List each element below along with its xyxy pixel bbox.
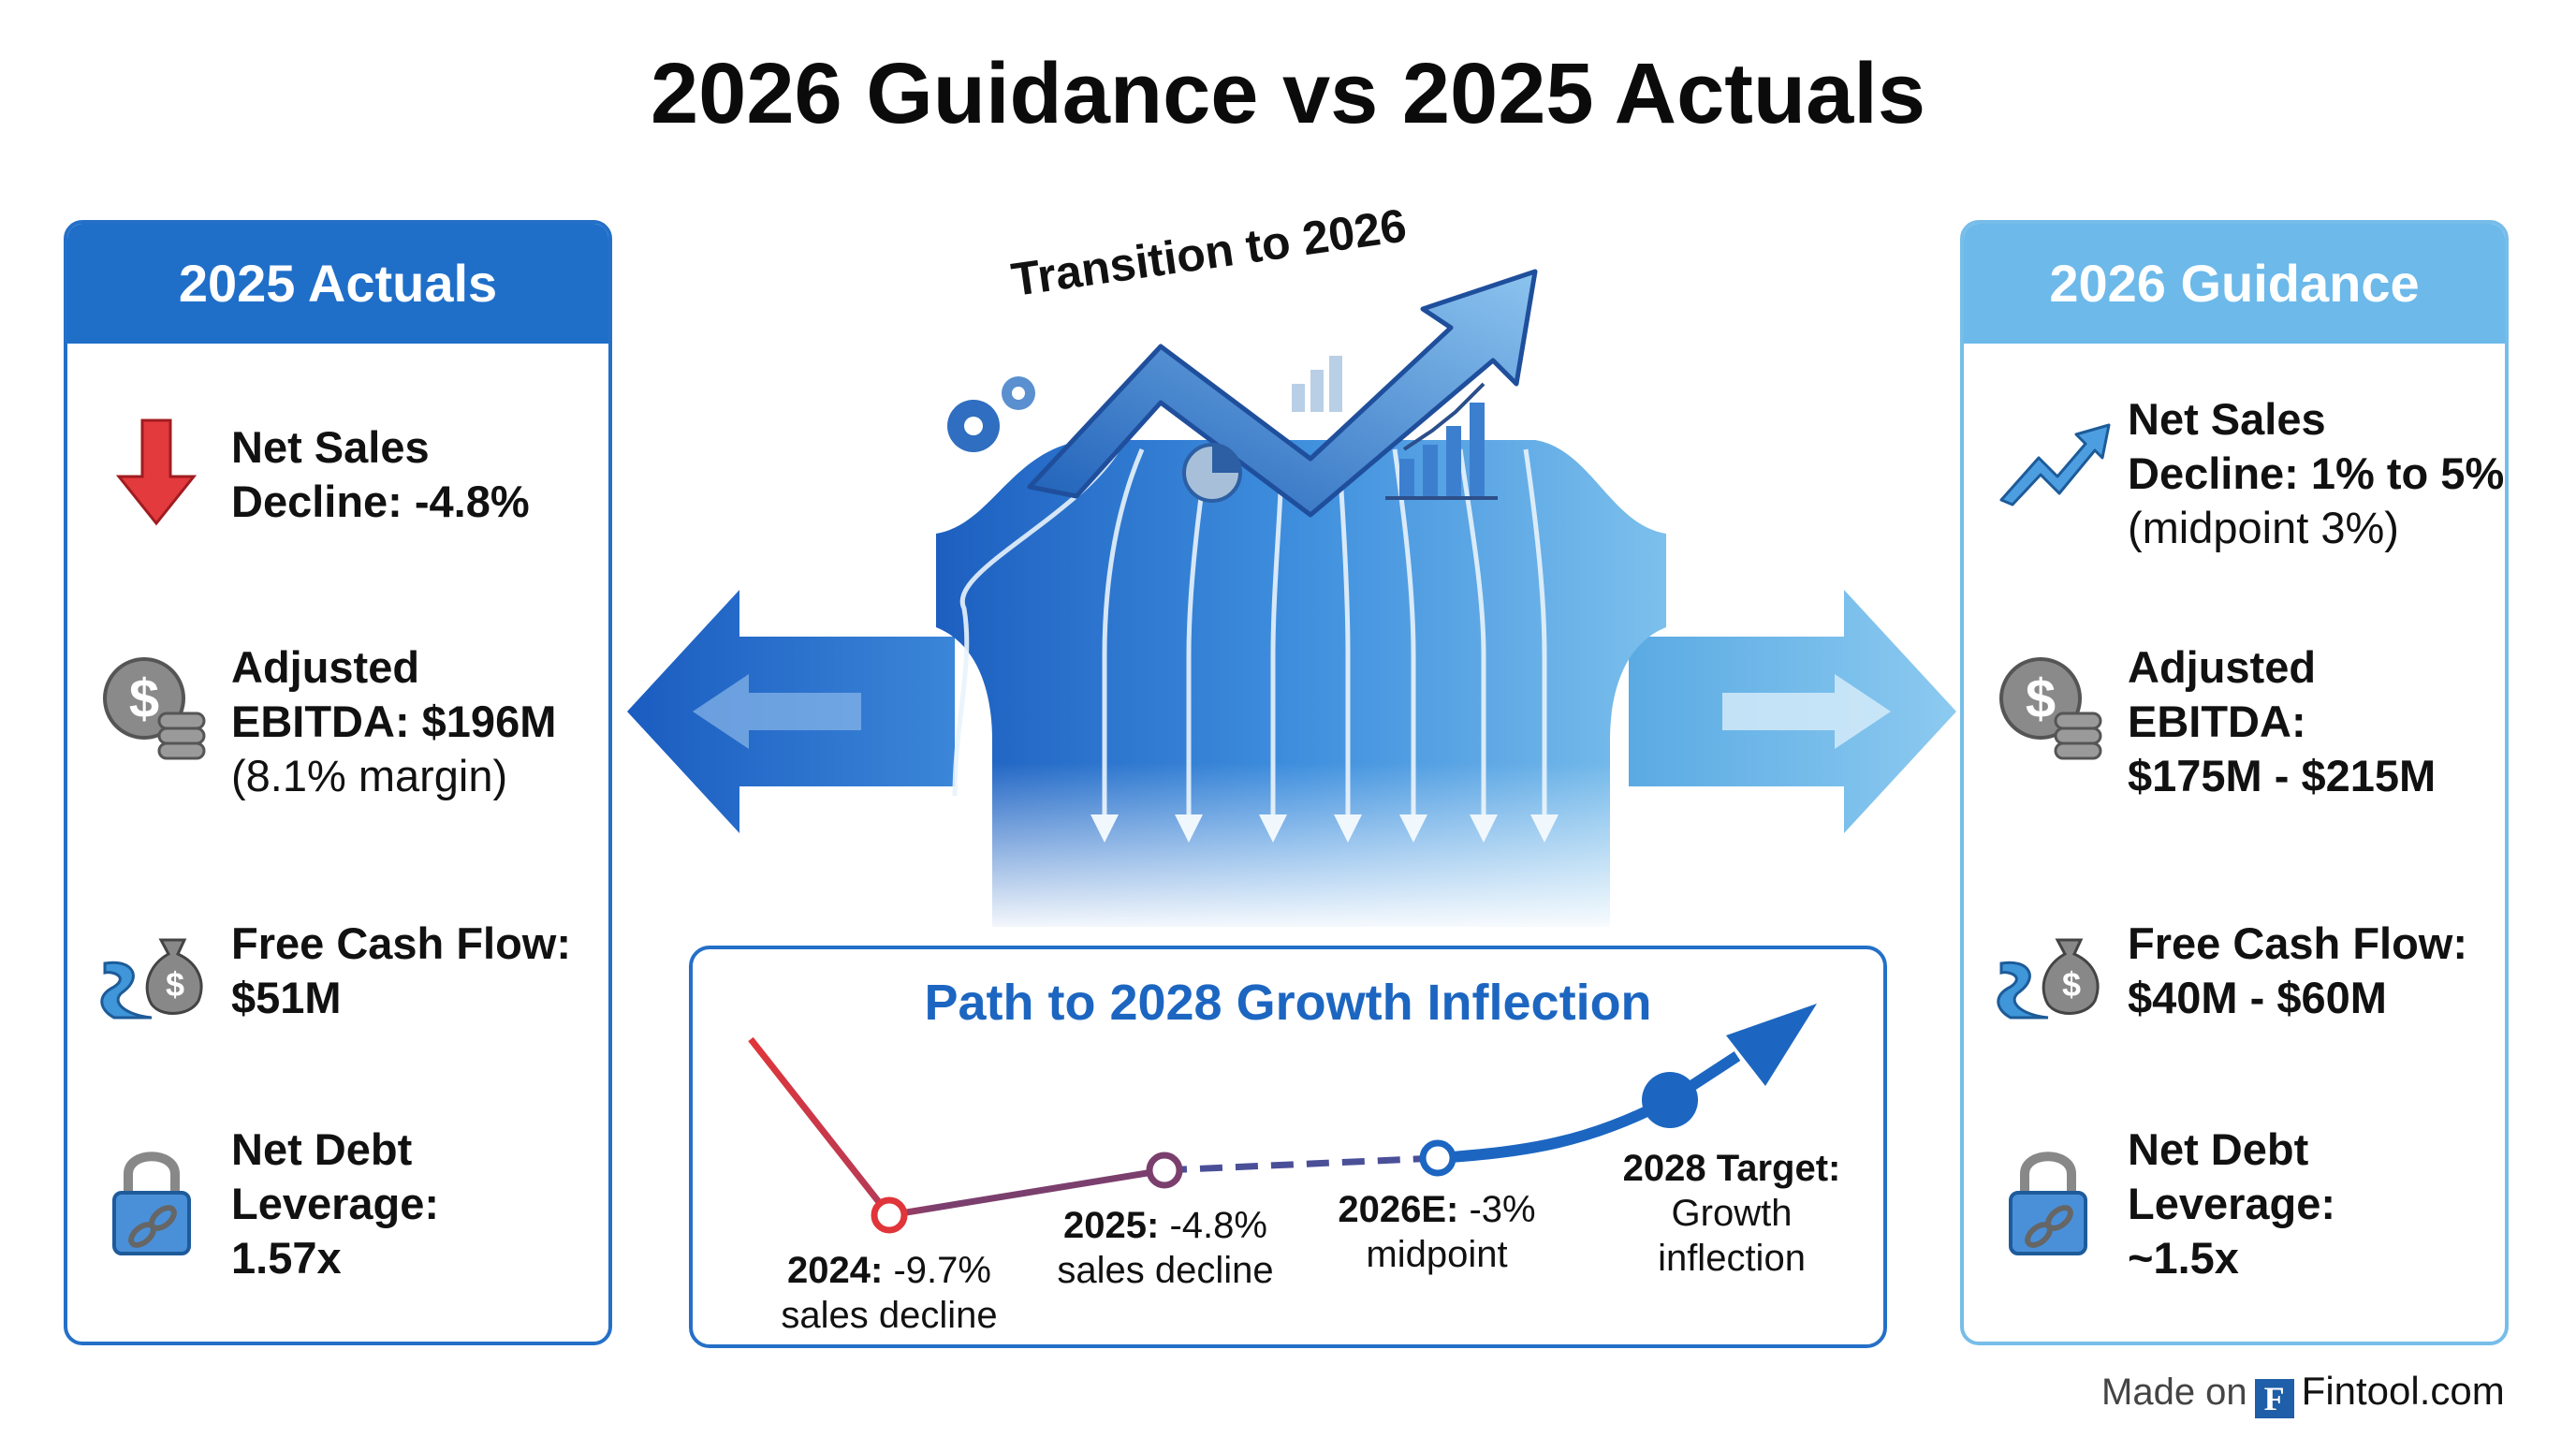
item-line: EBITDA: — [2128, 697, 2306, 746]
footer-credit[interactable]: Made on F Fintool.com — [2101, 1369, 2505, 1418]
guidance-panel: 2026 Guidance Net Sales Decline: 1% to 5… — [1960, 220, 2509, 1345]
pt-desc: midpoint — [1366, 1234, 1508, 1275]
pt-year: 2025: — [1063, 1205, 1160, 1246]
item-line: Net Debt — [2128, 1124, 2309, 1174]
pt-desc: sales decline — [1057, 1250, 1274, 1291]
pt-value: -4.8% — [1159, 1205, 1267, 1246]
point-label-2026: 2026E: -3% midpoint — [1306, 1187, 1568, 1277]
svg-text:$: $ — [166, 965, 184, 1004]
item-line: EBITDA: $196M — [231, 697, 557, 746]
pt-value: -3% — [1458, 1189, 1536, 1230]
item-line: $175M - $215M — [2128, 751, 2437, 800]
pt-desc: sales decline — [781, 1295, 998, 1336]
path-title: Path to 2028 Growth Inflection — [924, 975, 1652, 1031]
padlock-chain-icon — [2009, 1152, 2087, 1255]
transition-graphic — [627, 269, 1956, 936]
path-panel — [689, 946, 1887, 1348]
pt-year: 2028 Target: — [1622, 1148, 1841, 1189]
path-line-graphic — [748, 1004, 1817, 1234]
actuals-header: 2025 Actuals — [67, 224, 608, 344]
item-line: Adjusted — [231, 642, 420, 692]
page-title: 2026 Guidance vs 2025 Actuals — [650, 46, 1926, 141]
pt-year: 2024: — [787, 1250, 884, 1291]
right-arrow-icon — [1629, 590, 1956, 833]
item-line: Leverage: — [2128, 1179, 2336, 1228]
guidance-header: 2026 Guidance — [1964, 224, 2505, 344]
point-label-2028: 2028 Target: Growth inflection — [1591, 1146, 1872, 1281]
point-2028 — [1642, 1072, 1698, 1128]
point-2026 — [1419, 1139, 1456, 1177]
item-line: Net Debt — [231, 1124, 413, 1174]
path-arrowhead — [1726, 1004, 1817, 1086]
made-on-text: Made on — [2101, 1372, 2247, 1413]
dollar-coins-icon: $ — [1999, 657, 2102, 760]
item-line: Free Cash Flow: — [231, 918, 572, 968]
svg-text:$: $ — [129, 668, 159, 729]
pt-desc: inflection — [1658, 1238, 1806, 1279]
item-line: Leverage: — [231, 1179, 440, 1228]
pie-chart-icon — [1182, 443, 1242, 503]
up-trend-arrow-icon — [1999, 423, 2111, 506]
item-line: ~1.5x — [2128, 1233, 2239, 1283]
item-line: Net Sales — [2128, 394, 2326, 444]
left-arrow-icon — [627, 590, 955, 833]
item-line: Decline: 1% to 5% — [2128, 448, 2505, 498]
item-line: 1.57x — [231, 1233, 342, 1283]
svg-text:$: $ — [2026, 668, 2056, 729]
down-arrow-icon — [115, 418, 198, 526]
item-line: Adjusted — [2128, 642, 2317, 692]
small-bars-icon — [1292, 356, 1342, 412]
item-line: (midpoint 3%) — [2128, 503, 2399, 552]
padlock-chain-icon — [112, 1152, 191, 1255]
dollar-coins-icon: $ — [103, 657, 206, 760]
fintool-logo-icon: F — [2254, 1379, 2294, 1418]
point-2025 — [1146, 1152, 1183, 1189]
path-segment-blue — [1437, 1094, 1673, 1164]
pt-year: 2026E: — [1338, 1189, 1459, 1230]
svg-text:$: $ — [2062, 965, 2081, 1004]
pt-desc: Growth — [1671, 1193, 1793, 1234]
path-segment-dashed — [1164, 1154, 1439, 1174]
path-segment-red — [748, 1036, 1165, 1219]
item-line: Decline: -4.8% — [231, 477, 530, 526]
pt-value: -9.7% — [883, 1250, 991, 1291]
river-money-bag-icon: $ — [1997, 938, 2100, 1020]
item-line: $51M — [231, 973, 342, 1022]
point-label-2025: 2025: -4.8% sales decline — [1034, 1203, 1296, 1293]
river-money-bag-icon: $ — [100, 938, 203, 1020]
actuals-panel: 2025 Actuals Net Sales Decline: -4.8% $ … — [64, 220, 612, 1345]
point-label-2024: 2024: -9.7% sales decline — [758, 1248, 1020, 1338]
point-2024 — [871, 1196, 908, 1234]
gear-icon — [947, 376, 1035, 452]
item-line: Net Sales — [231, 422, 430, 472]
bar-chart-icon — [1385, 382, 1498, 500]
item-line: $40M - $60M — [2128, 973, 2387, 1022]
growth-arrow-icon — [1027, 269, 1538, 518]
item-line: (8.1% margin) — [231, 751, 508, 800]
fintool-brand[interactable]: Fintool.com — [2301, 1369, 2505, 1413]
item-line: Free Cash Flow: — [2128, 918, 2468, 968]
